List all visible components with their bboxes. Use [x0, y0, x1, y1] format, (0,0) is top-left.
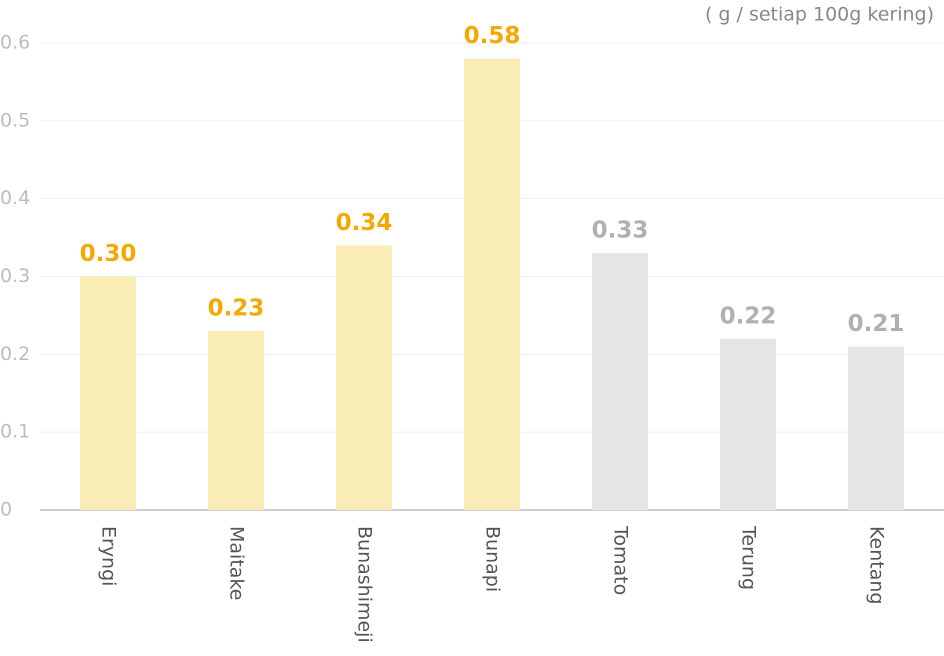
bar	[848, 346, 904, 510]
value-label: 0.58	[464, 23, 521, 49]
bar	[464, 58, 520, 511]
y-tick-label: 0.5	[0, 109, 30, 131]
bar	[80, 276, 136, 510]
x-tick-label: Eryngi	[98, 526, 120, 586]
value-label: 0.21	[848, 311, 905, 337]
x-tick-label: Terung	[738, 525, 760, 590]
x-tick-label: Bunashimeji	[354, 526, 376, 643]
y-tick-label: 0.2	[0, 343, 30, 365]
value-label: 0.22	[720, 303, 777, 329]
bar	[720, 338, 776, 510]
bar	[208, 330, 264, 510]
value-label: 0.34	[336, 210, 393, 236]
unit-label: ( g / setiap 100g kering)	[705, 4, 934, 26]
x-tick-label: Kentang	[866, 526, 888, 604]
x-tick-label: Tomato	[610, 525, 632, 595]
y-tick-label: 0.6	[0, 32, 30, 54]
y-tick-label: 0.1	[0, 421, 30, 443]
y-tick-label: 0.4	[0, 187, 30, 209]
y-tick-label: 0	[0, 499, 12, 521]
bar	[592, 253, 648, 510]
x-tick-label: Maitake	[226, 526, 248, 600]
y-tick-label: 0.3	[0, 265, 30, 287]
bar	[336, 245, 392, 510]
value-label: 0.30	[80, 241, 137, 267]
value-label: 0.33	[592, 218, 649, 244]
value-label: 0.23	[208, 295, 265, 321]
x-tick-label: Bunapi	[482, 526, 504, 592]
